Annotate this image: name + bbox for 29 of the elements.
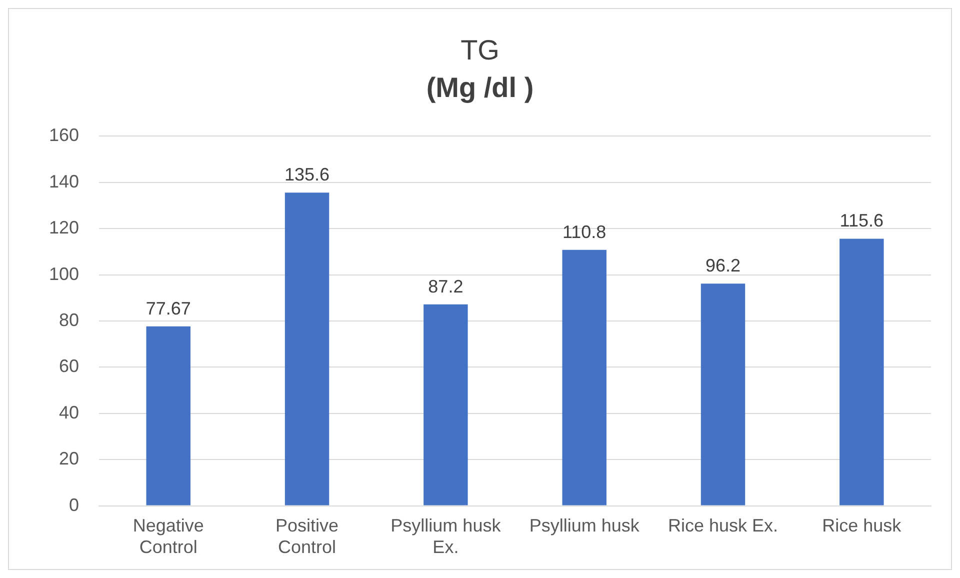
data-label: 87.2 xyxy=(428,276,464,296)
bar xyxy=(146,326,190,506)
x-tick-label: Negative Control xyxy=(132,516,204,558)
bar xyxy=(700,284,746,506)
bar xyxy=(284,192,330,506)
y-tick-label: 160 xyxy=(48,125,80,146)
y-tick-label: 20 xyxy=(59,448,80,469)
bar xyxy=(562,250,606,506)
bar xyxy=(424,304,468,506)
data-label: 110.8 xyxy=(562,222,606,242)
y-tick-label: 140 xyxy=(48,171,80,192)
x-tick-label: Rice husk xyxy=(822,516,902,536)
x-tick-label: Psyllium husk Ex. xyxy=(390,516,502,558)
chart-title: TG xyxy=(460,34,500,66)
y-tick-label: 100 xyxy=(48,264,80,284)
y-tick-label: 120 xyxy=(48,218,80,238)
data-label: 96.2 xyxy=(705,256,741,276)
x-tick-label: Rice husk Ex. xyxy=(668,516,778,536)
y-tick-label: 60 xyxy=(59,356,80,376)
y-tick-label: 40 xyxy=(59,402,80,422)
data-label: 135.6 xyxy=(284,164,330,185)
bar xyxy=(840,238,884,506)
chart-subtitle: (Mg /dl ) xyxy=(426,72,534,104)
y-tick-label: 80 xyxy=(59,310,80,330)
x-tick-label: Psyllium husk xyxy=(529,516,640,536)
data-label: 77.67 xyxy=(146,298,191,318)
x-tick-label: Positive Control xyxy=(276,516,339,558)
data-label: 115.6 xyxy=(840,210,884,231)
y-tick-label: 0 xyxy=(69,494,80,515)
